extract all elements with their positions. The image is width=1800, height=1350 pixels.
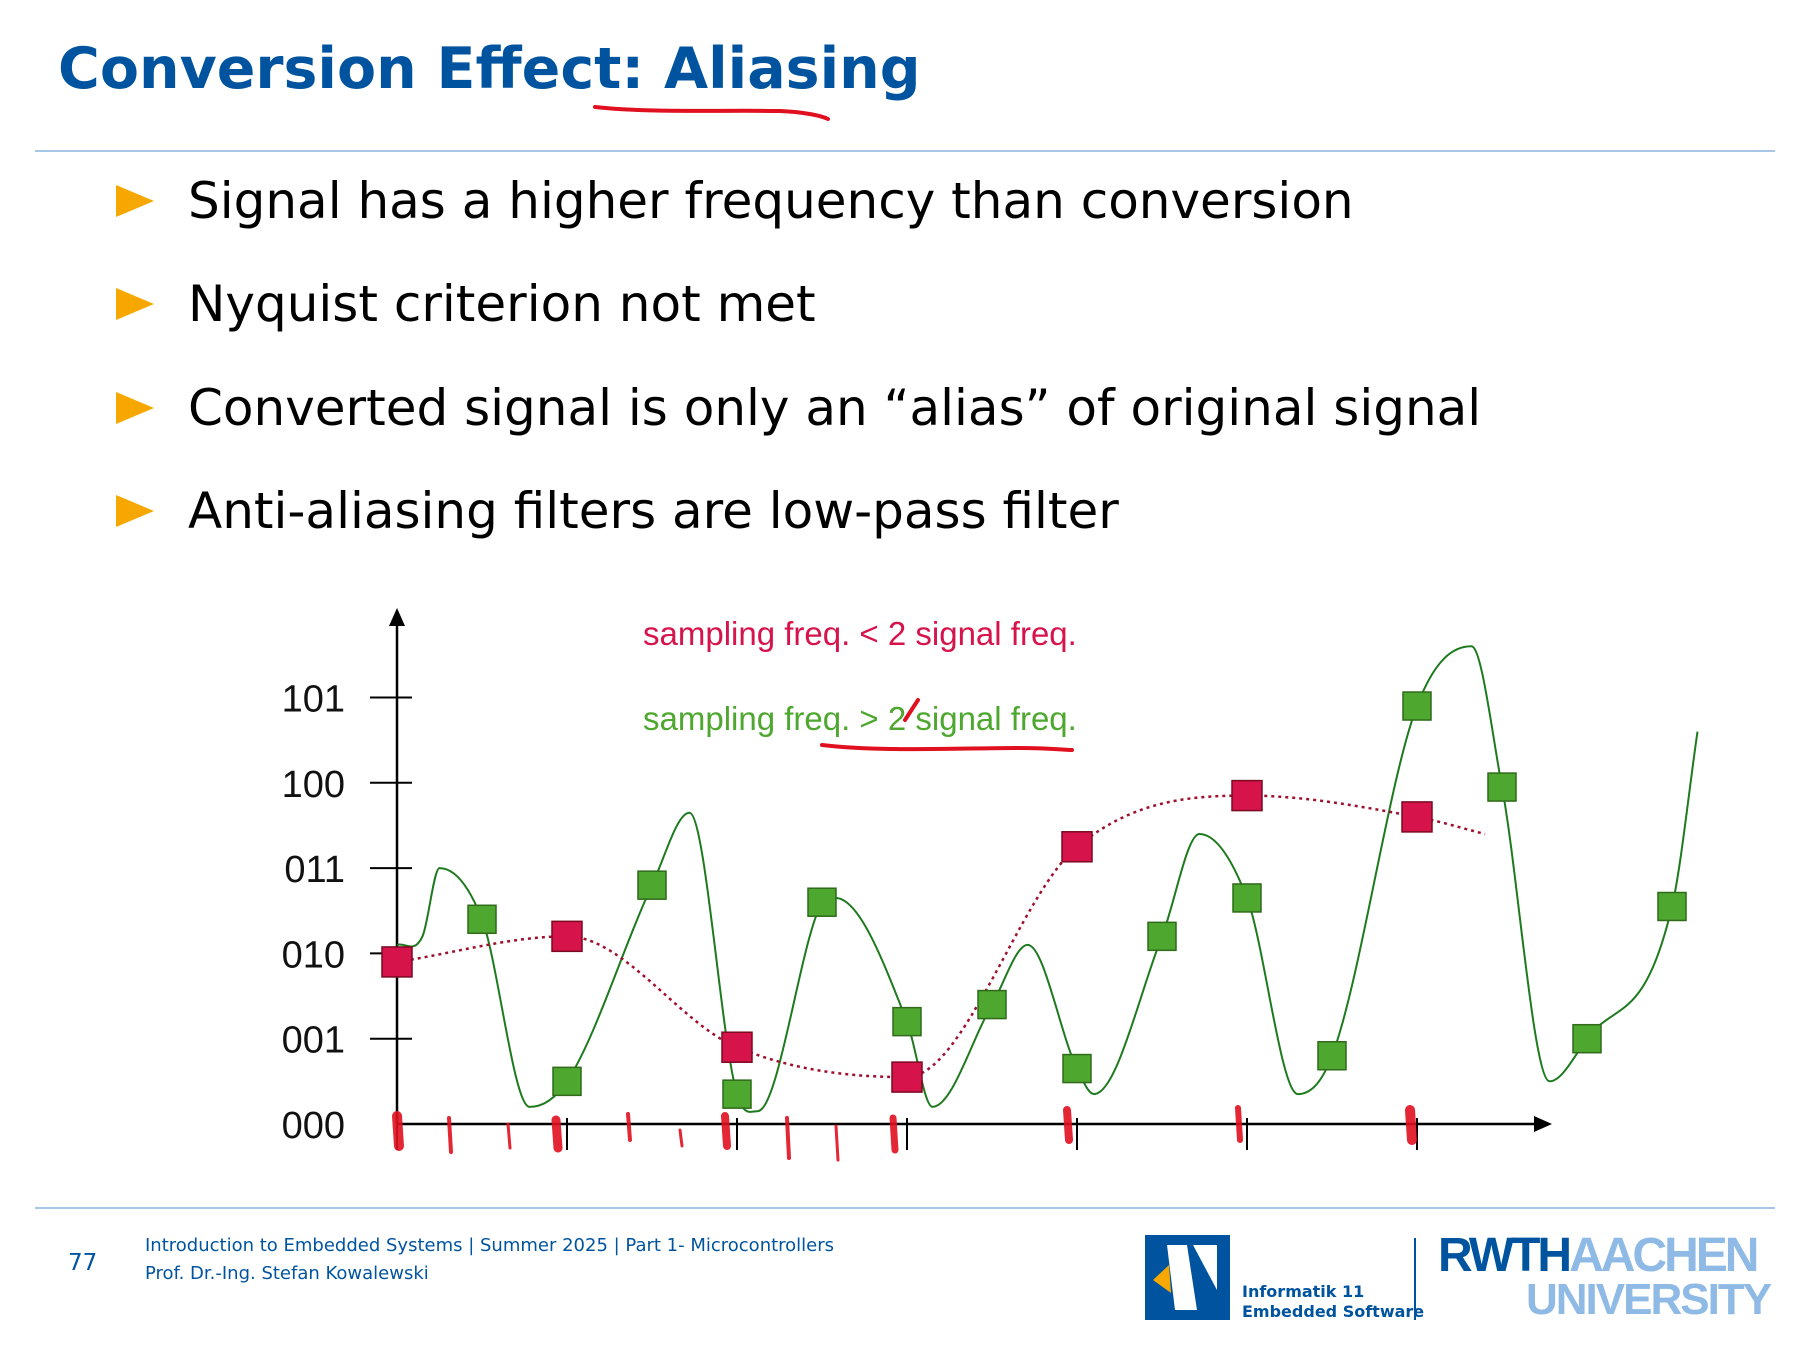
hand-drawn-tick-mark <box>721 1112 731 1150</box>
hand-drawn-tick-mark <box>834 1124 840 1162</box>
hand-drawn-tick-mark <box>392 1111 404 1151</box>
triangle-bullet-icon <box>116 495 154 527</box>
rwth-logo-bottom: UNIVERSITY <box>1526 1275 1772 1324</box>
red-sample-marker <box>1231 779 1263 812</box>
red-sample-marker <box>551 920 583 953</box>
footer-author: Prof. Dr.-Ing. Stefan Kowalewski <box>145 1263 429 1284</box>
bullet-text: Converted signal is only an “alias” of o… <box>188 379 1482 437</box>
hand-drawn-tick-mark <box>447 1116 453 1154</box>
rwth-logo-top: RWTHAACHEN <box>1438 1229 1759 1282</box>
triangle-bullet-icon <box>116 288 154 320</box>
triangle-bullet-icon <box>116 185 154 217</box>
y-tick-label: 011 <box>284 849 345 891</box>
legend-strike-annotation <box>903 698 920 722</box>
red-sample-marker <box>381 946 413 978</box>
green-sample-marker <box>807 887 837 917</box>
informatik-logo-line2: Embedded Software <box>1242 1302 1425 1321</box>
y-tick-label: 000 <box>282 1105 345 1147</box>
legend-underline-annotation <box>820 743 1074 752</box>
top-divider <box>35 150 1775 152</box>
slide-title: Conversion Effect: Aliasing <box>58 36 921 102</box>
green-sample-marker <box>637 870 667 900</box>
footer-course: Introduction to Embedded Systems | Summe… <box>145 1235 835 1256</box>
hand-drawn-tick-mark <box>678 1128 684 1148</box>
bottom-divider <box>35 1207 1775 1209</box>
hand-drawn-tick-mark <box>1405 1105 1417 1145</box>
original-signal-line <box>396 645 1699 1113</box>
y-tick-label: 001 <box>282 1020 345 1062</box>
green-sample-marker <box>1232 883 1262 913</box>
title-highlight: Aliasing <box>664 36 921 102</box>
hand-drawn-tick-mark <box>551 1115 563 1153</box>
red-sample-marker <box>1401 801 1433 833</box>
green-sample-marker <box>1062 1053 1092 1084</box>
hand-drawn-tick-mark <box>626 1112 632 1142</box>
informatik-logo <box>1145 1235 1230 1320</box>
y-tick-label: 101 <box>282 679 345 721</box>
green-sample-marker <box>977 989 1007 1020</box>
bullet-text: Anti-aliasing filters are low-pass filte… <box>188 482 1119 540</box>
hand-drawn-tick-mark <box>506 1122 512 1150</box>
title-underline-annotation <box>593 105 830 121</box>
logo-separator <box>1414 1238 1416 1320</box>
bullet-text: Signal has a higher frequency than conve… <box>188 172 1354 230</box>
hand-drawn-tick-mark <box>889 1114 899 1154</box>
y-axis-arrow-icon <box>389 608 405 626</box>
informatik-logo-line1: Informatik 11 <box>1242 1282 1365 1301</box>
legend-nyquist: sampling freq. > 2 signal freq. <box>643 700 1077 737</box>
hand-drawn-tick-mark <box>1063 1106 1073 1144</box>
bullet-text: Nyquist criterion not met <box>188 275 816 333</box>
bullet-item: Nyquist criterion not met <box>116 269 816 339</box>
green-sample-marker <box>722 1079 752 1109</box>
bullet-item: Anti-aliasing filters are low-pass filte… <box>116 476 1119 546</box>
legend-undersampled: sampling freq. < 2 signal freq. <box>643 615 1077 652</box>
green-sample-marker <box>552 1066 582 1097</box>
x-axis-arrow-icon <box>1534 1116 1552 1132</box>
y-tick-label: 100 <box>282 764 345 806</box>
green-sample-marker <box>1147 921 1177 952</box>
red-sample-marker <box>891 1061 923 1093</box>
green-sample-marker <box>1317 1041 1347 1071</box>
green-sample-marker <box>1402 691 1432 721</box>
rwth-logo-text: RWTHAACHEN <box>1438 1229 1759 1282</box>
triangle-bullet-icon <box>116 392 154 424</box>
y-tick-label: 010 <box>282 934 345 976</box>
title-prefix: Conversion Effect: <box>58 36 664 102</box>
page-number: 77 <box>68 1250 98 1276</box>
hand-drawn-tick-mark <box>785 1116 791 1160</box>
green-sample-marker <box>467 904 497 935</box>
hand-drawn-tick-mark <box>1235 1105 1243 1143</box>
red-sample-marker <box>721 1031 753 1063</box>
green-sample-marker <box>1487 772 1517 802</box>
green-sample-marker <box>1657 891 1687 922</box>
green-sample-marker <box>892 1006 922 1037</box>
alias-signal-line <box>396 794 1486 1079</box>
aliasing-chart: 000 001 010 011 100 101 sampling freq. < 2 sig… <box>282 608 1699 1162</box>
bullet-item: Signal has a higher frequency than conve… <box>116 166 1354 236</box>
red-sample-marker <box>1061 831 1093 863</box>
green-sample-marker <box>1572 1023 1602 1054</box>
bullet-item: Converted signal is only an “alias” of o… <box>116 373 1481 443</box>
